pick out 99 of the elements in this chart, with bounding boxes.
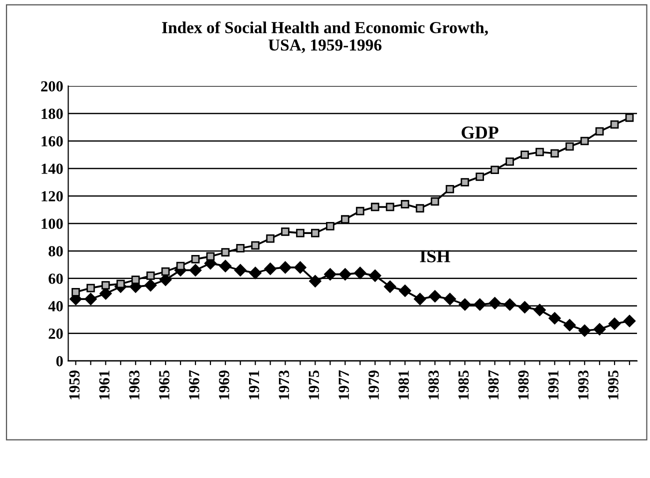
point (580, 136, 589, 146)
point (490, 166, 499, 174)
y-tick-label: 140 (42, 164, 63, 174)
x-tick-label: 1987 (488, 370, 499, 400)
point (446, 184, 454, 194)
point (236, 244, 245, 252)
x-tick-label: 1995 (608, 370, 618, 400)
x-tick-label: 1977 (338, 370, 349, 400)
y-tick-label: 160 (42, 136, 63, 146)
x-tick-label: 1985 (458, 370, 469, 400)
point (548, 312, 561, 324)
point (102, 281, 110, 290)
x-tick-label: 1973 (278, 370, 290, 400)
point (520, 150, 529, 159)
point (339, 268, 352, 280)
point (191, 255, 200, 264)
point (279, 261, 292, 274)
x-tick-label: 1965 (159, 370, 170, 400)
point (460, 178, 470, 186)
point (506, 157, 514, 166)
y-tick-label: 80 (48, 246, 63, 256)
point (488, 297, 501, 310)
point (249, 266, 262, 280)
point (296, 228, 304, 238)
y-tick-label: 60 (48, 274, 63, 284)
x-tick-label: 1993 (578, 370, 588, 400)
x-tick-label: 1989 (518, 370, 529, 400)
point (623, 314, 636, 328)
point (206, 252, 215, 261)
y-tick-label: 100 (42, 218, 63, 229)
x-tick-label: 1983 (428, 370, 439, 400)
point (309, 275, 322, 288)
point (565, 142, 574, 151)
point (593, 323, 606, 336)
y-tick-label: 120 (42, 191, 63, 202)
point (474, 298, 486, 311)
point (294, 261, 306, 274)
x-tick-label: 1969 (218, 370, 230, 400)
y-tick-label: 180 (42, 108, 63, 119)
point (161, 267, 170, 276)
y-tick-label: 20 (48, 328, 63, 339)
x-tick-label: 1979 (368, 370, 379, 400)
point (281, 228, 290, 236)
point (189, 264, 202, 276)
x-tick-label: 1971 (248, 370, 260, 400)
point (144, 279, 157, 292)
point (610, 120, 619, 129)
y-tick-label: 200 (41, 81, 63, 92)
point (504, 298, 516, 311)
point (340, 215, 350, 224)
point (400, 200, 410, 208)
point (266, 234, 274, 243)
point (354, 266, 366, 280)
series-label: GDP (462, 126, 498, 139)
x-tick-label: 1991 (548, 370, 559, 400)
point (414, 292, 426, 306)
x-tick-label: 1981 (398, 370, 409, 400)
point (536, 148, 544, 156)
y-tick-label: 0 (56, 356, 63, 366)
x-tick-label: 1975 (308, 370, 320, 400)
point (595, 127, 604, 136)
point (476, 172, 484, 181)
point (131, 276, 140, 284)
point (458, 298, 471, 311)
x-tick-label: 1967 (189, 370, 200, 400)
point (234, 264, 246, 276)
point (251, 241, 260, 250)
point (564, 319, 576, 332)
point (550, 149, 559, 158)
point (384, 280, 396, 293)
point (264, 262, 276, 275)
point (578, 324, 591, 337)
point (368, 270, 382, 282)
y-tick-label: 40 (48, 301, 63, 312)
point (356, 206, 364, 216)
point (416, 204, 424, 213)
point (518, 301, 531, 314)
point (444, 292, 456, 306)
x-tick-label: 1963 (129, 370, 140, 400)
point (430, 197, 440, 206)
point (625, 113, 634, 122)
chart-title: Index of Social Health and Economic Growth, USA, 1959-1996 (162, 21, 488, 54)
point (428, 290, 442, 302)
x-tick-label: 1961 (99, 370, 110, 400)
point (72, 288, 80, 296)
point (86, 284, 95, 292)
point (608, 318, 621, 330)
point (326, 222, 334, 230)
point (146, 272, 155, 280)
point (311, 228, 320, 238)
point (324, 268, 336, 280)
point (84, 292, 97, 306)
point (221, 248, 230, 256)
point (370, 202, 380, 212)
point (398, 284, 412, 297)
point (534, 304, 546, 316)
point (219, 260, 232, 272)
point (386, 202, 394, 212)
x-tick-label: 1959 (69, 370, 80, 400)
